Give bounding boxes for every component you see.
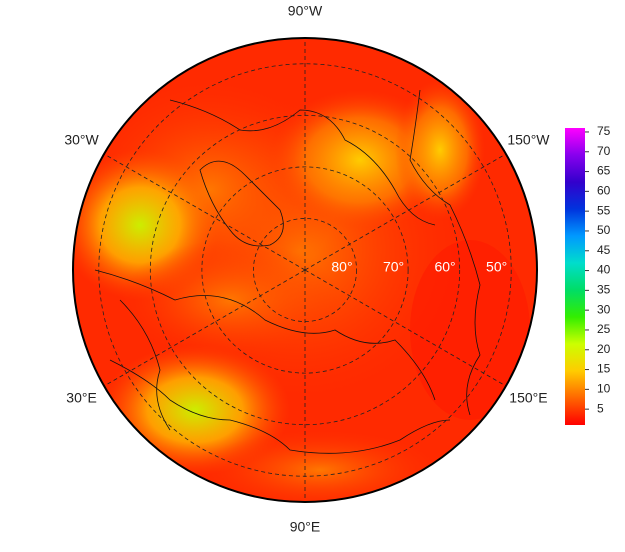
meridian-label: 30°E	[66, 390, 97, 406]
colorbar-tick-label: 5	[597, 401, 604, 415]
meridian-label: 30°W	[64, 132, 99, 148]
colorbar-tick-label: 55	[597, 203, 611, 217]
colorbar-tick-label: 45	[597, 243, 611, 257]
colorbar: 5 10 15 20 25 30 35 40 45 50 55 60 65 70 75	[565, 124, 611, 425]
meridian-label: 90°E	[290, 519, 321, 535]
meridian-label: 150°W	[507, 132, 550, 148]
colorbar-tick-label: 75	[597, 124, 611, 138]
colorbar-tick-label: 70	[597, 144, 611, 158]
meridian-label: 90°W	[288, 3, 323, 19]
parallel-label: 80°	[331, 259, 352, 275]
map-border	[72, 37, 538, 503]
colorbar-tick-label: 30	[597, 302, 611, 316]
meridian	[304, 269, 507, 387]
parallel-label: 50°	[486, 259, 507, 275]
colorbar-tick-label: 15	[597, 362, 611, 376]
colorbar-tick-label: 35	[597, 283, 611, 297]
colorbar-tick-label: 50	[597, 223, 611, 237]
parallel	[201, 166, 409, 374]
meridian	[103, 153, 306, 271]
parallel-label: 60°	[434, 259, 455, 275]
meridian	[103, 269, 306, 387]
colorbar-tick-label: 10	[597, 382, 611, 396]
colorbar-tick-label: 40	[597, 263, 611, 277]
colorbar-tick-label: 20	[597, 342, 611, 356]
field	[73, 38, 537, 502]
parallel-label: 70°	[383, 259, 404, 275]
colorbar-tick-label: 60	[597, 184, 611, 198]
meridian-label: 150°E	[509, 390, 547, 406]
meridian	[304, 153, 507, 271]
colorbar-tick-label: 25	[597, 322, 611, 336]
colorbar-ramp	[565, 128, 585, 425]
colorbar-tick-label: 65	[597, 164, 611, 178]
coastlines	[94, 89, 481, 454]
labels: 80° 70° 60° 50° 90°W 30°W 150°W 30°E 150°E 90°E	[64, 3, 550, 535]
graticule	[98, 38, 512, 502]
